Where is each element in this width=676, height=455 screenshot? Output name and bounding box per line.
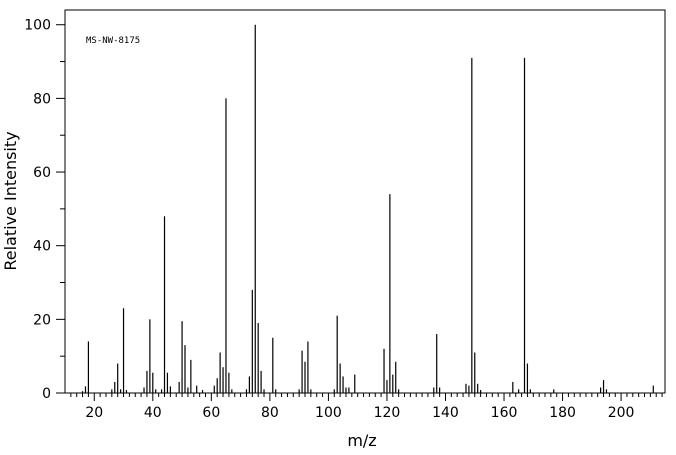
x-minor-ticks — [70, 393, 663, 397]
y-minor-ticks — [60, 61, 65, 357]
plot-frame — [64, 9, 666, 394]
y-tick-label: 20 — [33, 312, 51, 328]
x-tick-label: 80 — [261, 405, 279, 421]
y-tick-label: 100 — [24, 18, 51, 34]
x-tick-label: 200 — [608, 405, 635, 421]
x-tick-label: 20 — [85, 405, 103, 421]
y-major-ticks: 0 20 40 60 80 100 — [24, 18, 65, 402]
x-tick-label: 40 — [144, 405, 162, 421]
x-tick-label: 140 — [432, 405, 459, 421]
spectrum-id-annotation: MS-NW-8175 — [86, 36, 140, 46]
y-axis-title: Relative Intensity — [1, 131, 20, 270]
x-axis-title: m/z — [347, 431, 376, 450]
y-tick-label: 80 — [33, 91, 51, 107]
x-tick-label: 60 — [202, 405, 220, 421]
x-tick-label: 160 — [491, 405, 518, 421]
x-tick-label: 100 — [315, 405, 342, 421]
y-tick-label: 0 — [42, 386, 51, 402]
x-tick-label: 120 — [374, 405, 401, 421]
x-tick-label: 180 — [549, 405, 576, 421]
spectrum-peaks — [81, 24, 654, 393]
y-tick-label: 40 — [33, 239, 51, 255]
x-major-ticks: 20 40 60 80 100 120 140 160 180 200 — [85, 393, 634, 421]
y-tick-label: 60 — [33, 165, 51, 181]
